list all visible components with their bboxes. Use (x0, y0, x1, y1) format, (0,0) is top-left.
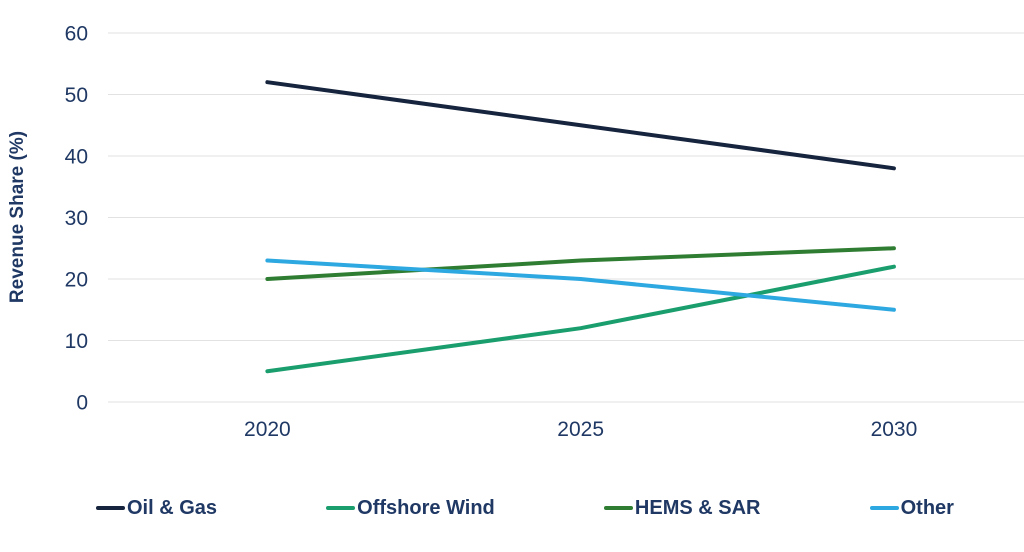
legend-label-other: Other (900, 496, 954, 519)
series-lines (265, 80, 896, 374)
legend-swatch-oil-gas (96, 506, 125, 510)
chart-legend: Oil & Gas Offshore Wind HEMS & SAR Other (0, 492, 1024, 524)
y-tick-label-60: 60 (65, 23, 88, 46)
legend-item-other: Other (869, 496, 954, 520)
x-tick-label-2025: 2025 (557, 418, 604, 441)
y-tick-label-0: 0 (76, 392, 88, 415)
legend-item-offshore-wind: Offshore Wind (326, 497, 495, 520)
y-tick-label-50: 50 (65, 84, 88, 107)
legend-label-offshore-wind: Offshore Wind (357, 496, 495, 519)
series-line-other (265, 258, 896, 312)
y-axis-tick-labels: 0 10 20 30 40 50 60 (65, 23, 88, 415)
y-tick-label-10: 10 (65, 330, 88, 353)
series-line-oil-gas (265, 80, 896, 171)
gridlines (108, 32, 1024, 403)
legend-item-oil-gas: Oil & Gas (96, 497, 217, 520)
legend-label-hems-sar: HEMS & SAR (634, 496, 761, 519)
legend-swatch-other (869, 506, 899, 510)
x-axis-tick-labels: 2020 2025 2030 (244, 418, 917, 441)
series-line-hems-sar (265, 246, 896, 281)
legend-swatch-hems-sar (603, 506, 633, 510)
x-tick-label-2030: 2030 (871, 418, 918, 441)
y-tick-label-30: 30 (65, 207, 88, 230)
legend-item-hems-sar: HEMS & SAR (603, 496, 761, 520)
series-line-offshore-wind (265, 264, 896, 374)
legend-label-oil-gas: Oil & Gas (127, 496, 218, 519)
y-tick-label-40: 40 (65, 146, 88, 169)
y-axis-title: Revenue Share (%) (7, 131, 28, 303)
y-tick-label-20: 20 (65, 269, 88, 292)
legend-swatch-offshore-wind (326, 506, 356, 510)
x-tick-label-2020: 2020 (244, 418, 291, 441)
